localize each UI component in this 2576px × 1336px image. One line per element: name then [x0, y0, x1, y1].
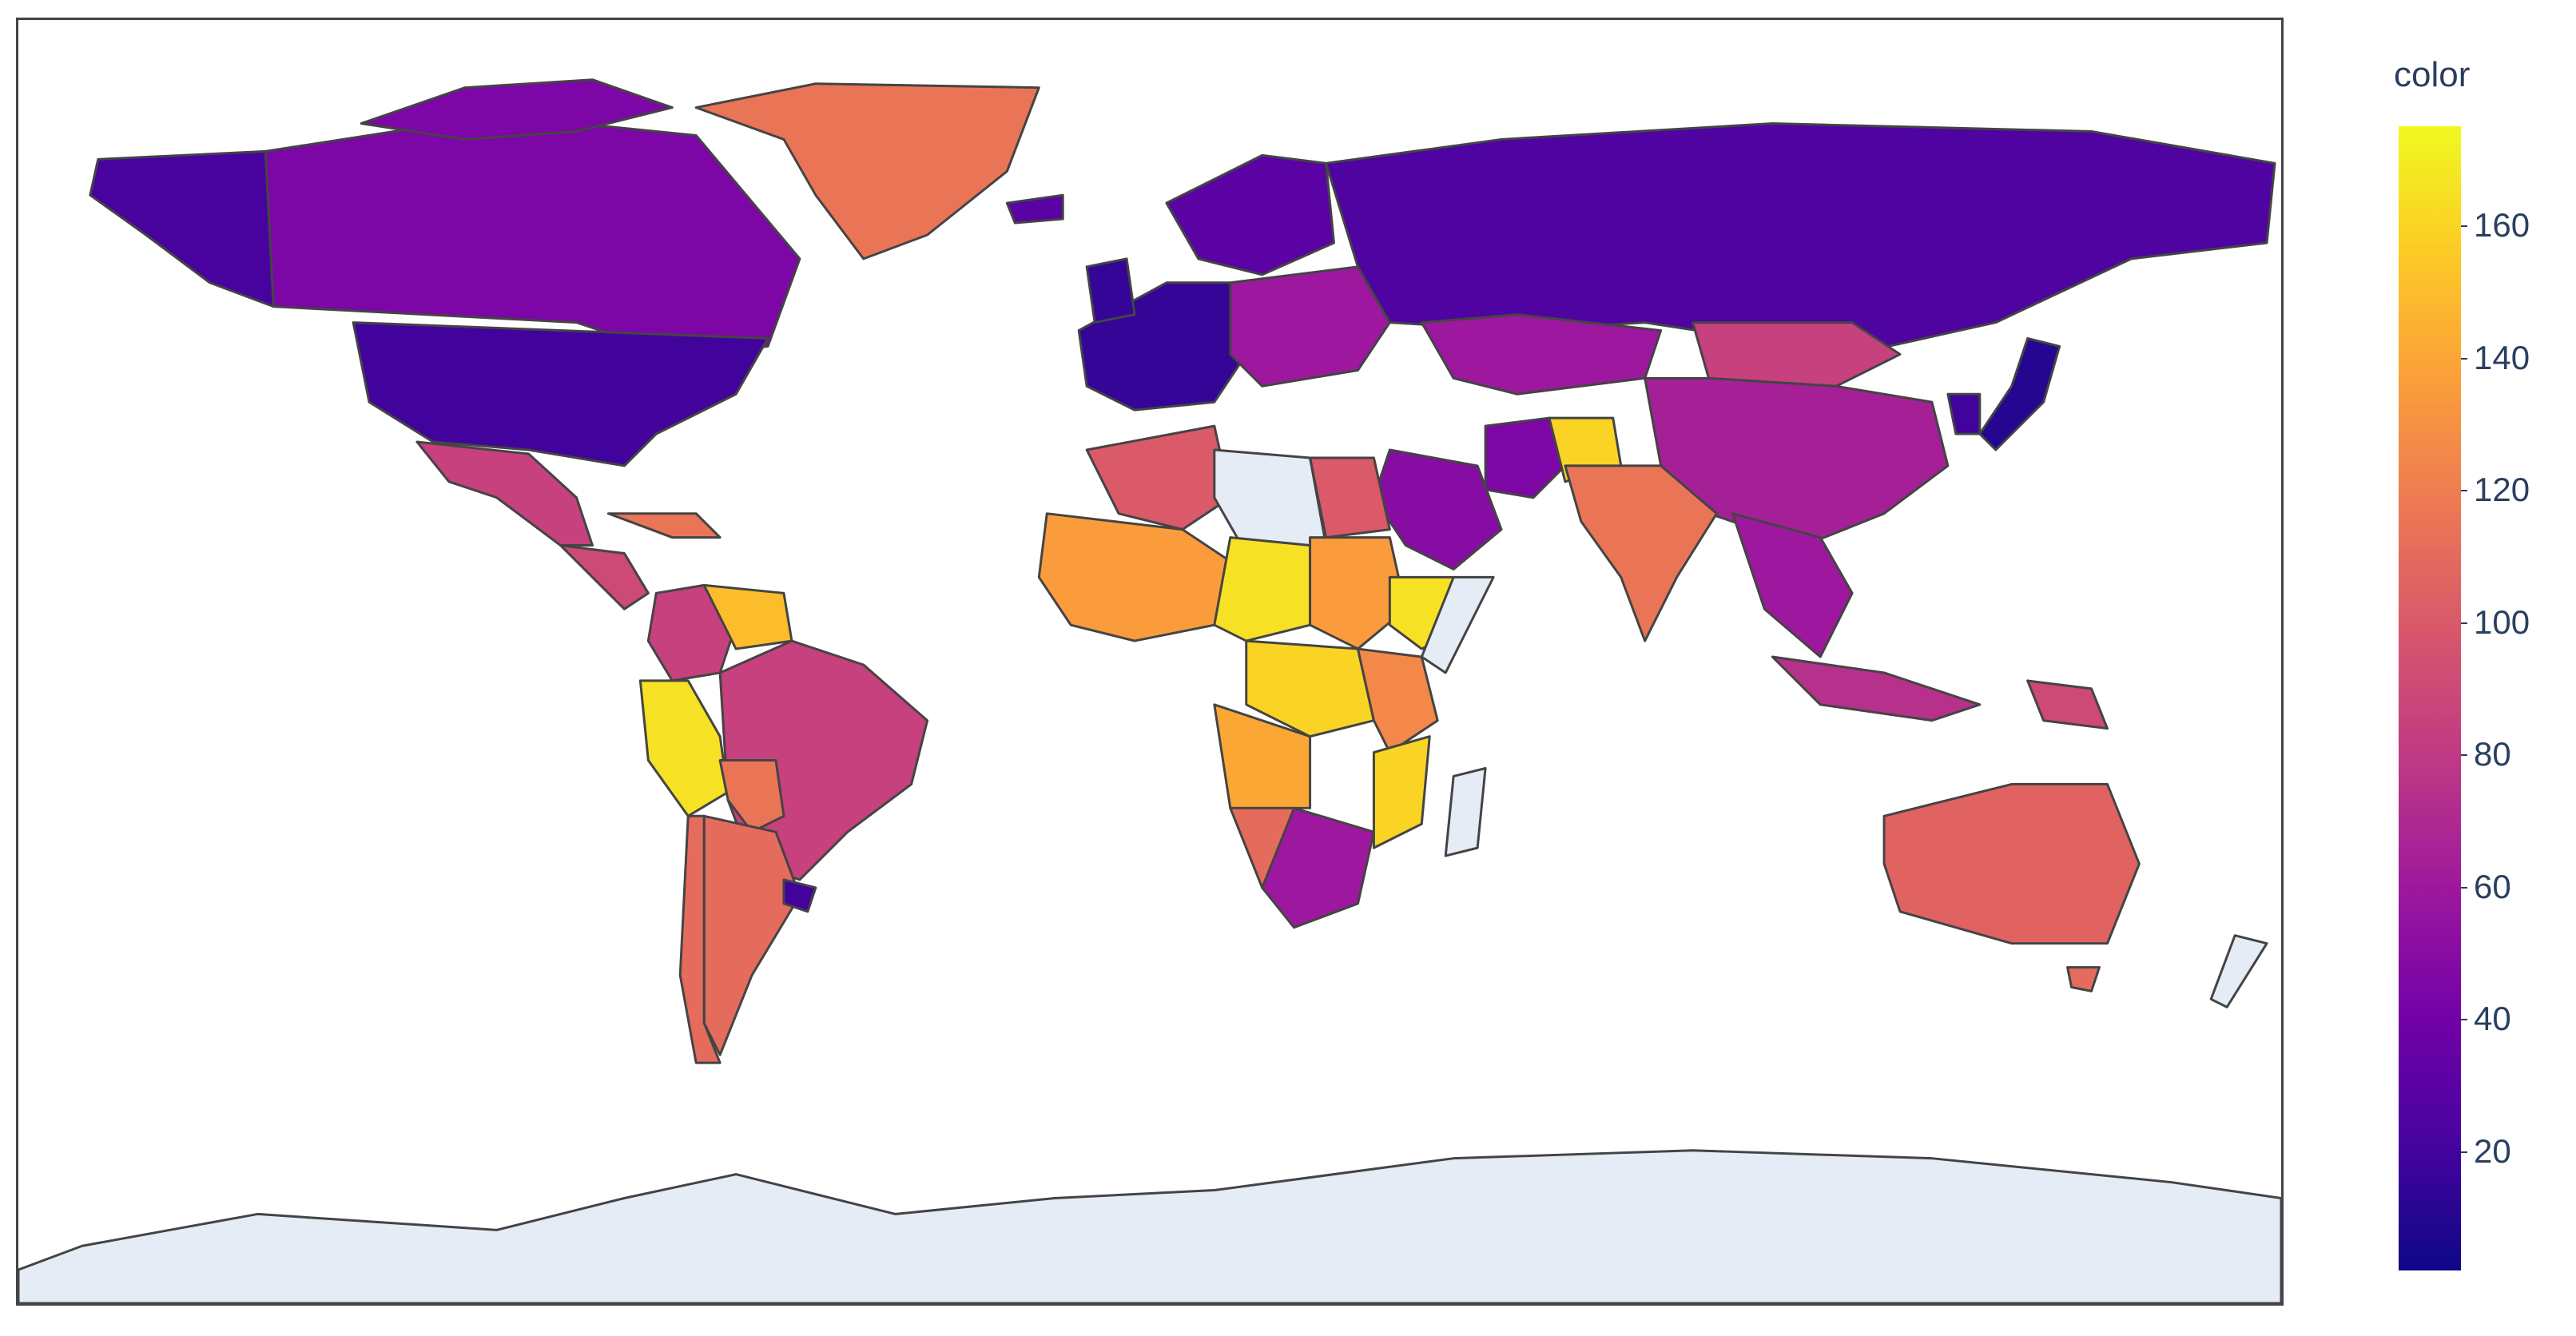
- colorbar-gradient: [2399, 126, 2461, 1270]
- region-kazakhstan[interactable]: [1420, 313, 1663, 396]
- region-central-america[interactable]: [559, 544, 650, 610]
- region-madagascar[interactable]: [1444, 767, 1487, 857]
- region-iceland[interactable]: [1005, 193, 1064, 225]
- region-cuba[interactable]: [606, 512, 722, 539]
- region-mongolia[interactable]: [1691, 321, 1902, 388]
- world-map-svg[interactable]: [18, 20, 2281, 1303]
- region-japan[interactable]: [1978, 337, 2061, 451]
- colorbar-tick-label: 60: [2474, 867, 2511, 905]
- region-papua-new-guinea[interactable]: [2026, 679, 2109, 730]
- region-chad[interactable]: [1213, 536, 1312, 642]
- region-chile[interactable]: [678, 814, 722, 1064]
- region-new-zealand[interactable]: [2209, 934, 2268, 1008]
- region-peru[interactable]: [638, 679, 729, 817]
- region-west-africa[interactable]: [1037, 512, 1232, 642]
- colorbar-tick-mark: [2461, 1019, 2467, 1021]
- region-iran[interactable]: [1484, 416, 1567, 499]
- colorbar-title: color: [2394, 55, 2471, 94]
- colorbar-tick-label: 80: [2474, 735, 2511, 773]
- colorbar-tick-label: 100: [2474, 602, 2530, 641]
- region-russia[interactable]: [1325, 122, 2276, 356]
- colorbar-tick-label: 20: [2474, 1132, 2511, 1170]
- region-sudan[interactable]: [1309, 536, 1407, 650]
- region-canada[interactable]: [264, 114, 801, 356]
- region-australia[interactable]: [1882, 782, 2141, 945]
- region-egypt[interactable]: [1309, 456, 1391, 539]
- region-bolivia[interactable]: [718, 759, 785, 833]
- colorbar-tick-mark: [2461, 754, 2467, 757]
- region-algeria[interactable]: [1085, 424, 1232, 531]
- colorbar-tick-mark: [2461, 490, 2467, 492]
- region-indonesia[interactable]: [1771, 655, 1982, 722]
- colorbar-tick-mark: [2461, 1151, 2467, 1153]
- colorbar-tick-mark: [2461, 357, 2467, 360]
- colorbar-tick-label: 140: [2474, 338, 2530, 376]
- colorbar-tick-mark: [2461, 225, 2467, 228]
- colorbar-tick-mark: [2461, 886, 2467, 889]
- choropleth-map[interactable]: [16, 18, 2284, 1306]
- colorbar-tick-mark: [2461, 622, 2467, 624]
- region-mexico[interactable]: [415, 440, 594, 547]
- region-southeast-asia[interactable]: [1731, 512, 1854, 658]
- region-uk[interactable]: [1085, 257, 1136, 324]
- region-central-africa[interactable]: [1245, 639, 1375, 738]
- region-mozambique[interactable]: [1372, 735, 1431, 849]
- colorbar-tick-label: 160: [2474, 206, 2530, 245]
- region-united-states[interactable]: [352, 321, 769, 467]
- region-antarctica[interactable]: [18, 1149, 2281, 1303]
- colorbar-tick-label: 40: [2474, 1000, 2511, 1038]
- colorbar-tick-label: 120: [2474, 471, 2530, 509]
- region-tasmania[interactable]: [2066, 966, 2101, 992]
- region-korea[interactable]: [1946, 392, 1982, 435]
- region-greenland[interactable]: [694, 82, 1040, 260]
- region-scandinavia[interactable]: [1165, 153, 1336, 276]
- region-india[interactable]: [1564, 464, 1718, 642]
- region-alaska[interactable]: [89, 149, 275, 308]
- region-east-africa[interactable]: [1356, 647, 1439, 754]
- region-angola[interactable]: [1213, 703, 1312, 809]
- region-south-africa[interactable]: [1261, 806, 1375, 929]
- region-somalia[interactable]: [1420, 575, 1495, 674]
- region-eastern-europe[interactable]: [1229, 265, 1391, 388]
- region-uruguay[interactable]: [782, 878, 817, 913]
- region-canada-arctic[interactable]: [360, 78, 674, 141]
